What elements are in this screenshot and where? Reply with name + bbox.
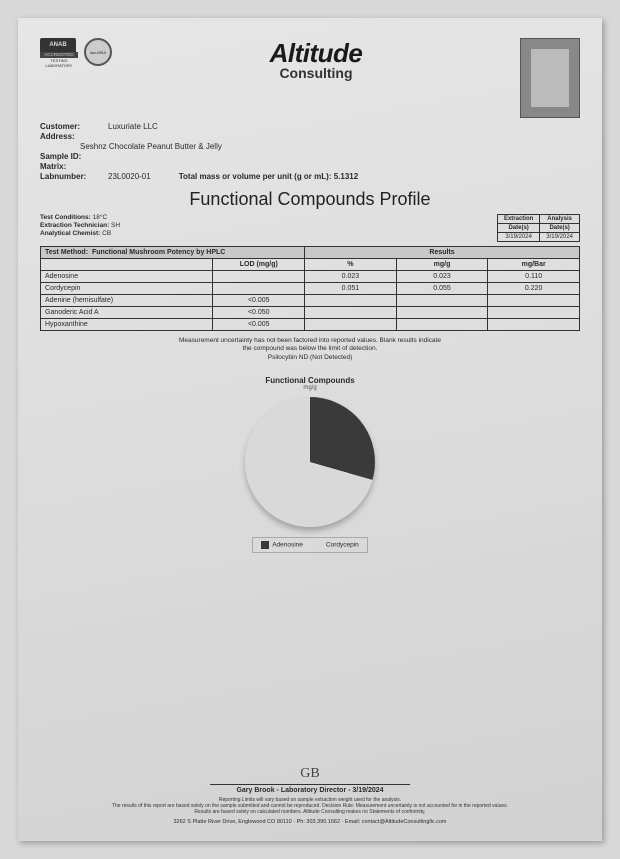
mgg-value [396, 319, 488, 331]
conditions-row: Test Conditions: 18°C Extraction Technic… [40, 214, 580, 242]
ana-date-hdr2: Date(s) [540, 224, 580, 233]
swatch-cordycepin [315, 541, 323, 549]
anab-flag-icon: ANAB [40, 38, 76, 52]
table-row: Adenine (hemisulfate)<0.005 [41, 295, 580, 307]
col-pct: % [305, 259, 397, 271]
measurement-notes: Measurement uncertainty has not been fac… [40, 337, 580, 362]
company-logo: Altitude Consulting [112, 38, 520, 81]
col-lod: LOD (mg/g) [213, 259, 305, 271]
pct-value [305, 319, 397, 331]
signature-icon: GB [40, 766, 580, 782]
col-mgbar: mg/Bar [488, 259, 580, 271]
pct-value: 0.051 [305, 283, 397, 295]
report-page: ANAB ACCREDITED TESTING LABORATORY ilac-… [18, 18, 602, 841]
ana-date-hdr1: Analysis [540, 215, 580, 224]
cond3-value: CB [102, 230, 111, 237]
ext-date-hdr2: Date(s) [497, 224, 539, 233]
cond3-label: Analytical Chemist: [40, 230, 100, 237]
test-conditions: Test Conditions: 18°C Extraction Technic… [40, 214, 120, 242]
lod-value [213, 283, 305, 295]
note-line3: Psilocybin ND (Not Detected) [40, 354, 580, 362]
note-line1: Measurement uncertainty has not been fac… [40, 337, 580, 345]
cond1-label: Test Conditions: [40, 214, 91, 221]
mgg-value [396, 307, 488, 319]
mgg-value [396, 295, 488, 307]
legend-item-cordycepin: Cordycepin [315, 541, 359, 549]
fine-print: Reporting Limits will vary based on samp… [40, 797, 580, 815]
pie-chart [245, 397, 375, 527]
mgbar-value: 0.220 [488, 283, 580, 295]
signature-line [210, 784, 410, 785]
mass-value: Total mass or volume per unit (g or mL):… [179, 172, 358, 181]
customer-value: Luxuriate LLC [108, 122, 158, 131]
mgg-value: 0.055 [396, 283, 488, 295]
ilac-logo-icon: ilac-MRA [84, 38, 112, 66]
col-mgg: mg/g [396, 259, 488, 271]
mgbar-value [488, 307, 580, 319]
accreditation-logos: ANAB ACCREDITED TESTING LABORATORY ilac-… [40, 38, 112, 68]
chart-unit: mg/g [40, 385, 580, 391]
sample-photo-thumbnail [520, 38, 580, 118]
ext-date-hdr1: Extraction [497, 215, 539, 224]
results-table: Test Method: Functional Mushroom Potency… [40, 246, 580, 331]
pct-value [305, 307, 397, 319]
header-row: ANAB ACCREDITED TESTING LABORATORY ilac-… [40, 38, 580, 118]
cond1-value: 18°C [93, 214, 108, 221]
cond2-value: SH [111, 222, 120, 229]
anab-subtext: TESTING LABORATORY [40, 58, 78, 68]
compound-name: Ganoderic Acid A [41, 307, 213, 319]
table-row: Adenosine0.0230.0230.110 [41, 271, 580, 283]
ext-date-value: 3/19/2024 [497, 233, 539, 242]
compound-name: Adenosine [41, 271, 213, 283]
mgg-value: 0.023 [396, 271, 488, 283]
compound-name: Cordycepin [41, 283, 213, 295]
legend-item-adenosine: Adenosine [261, 541, 303, 549]
labnumber-value: 23L0020-01 [108, 172, 151, 181]
fine-line3: Results are based solely on calculated n… [40, 809, 580, 815]
chart-legend: Adenosine Cordycepin [252, 537, 368, 553]
swatch-adenosine [261, 541, 269, 549]
lod-value [213, 271, 305, 283]
note-line2: the compound was below the limit of dete… [40, 345, 580, 353]
lod-value: <0.005 [213, 295, 305, 307]
sample-metadata: Customer: Luxuriate LLC Address: Seshnz C… [40, 122, 580, 181]
sampleid-label: Sample ID: [40, 152, 100, 161]
lod-value: <0.005 [213, 319, 305, 331]
method-cell: Test Method: Functional Mushroom Potency… [41, 247, 305, 259]
results-hdr: Results [305, 247, 580, 259]
table-row: Ganoderic Acid A<0.050 [41, 307, 580, 319]
mgbar-value [488, 295, 580, 307]
company-name-bottom: Consulting [112, 65, 520, 81]
mgbar-value [488, 319, 580, 331]
contact-line: 3262 S Platte River Drive, Englewood CO … [40, 819, 580, 825]
address-value: Seshnz Chocolate Peanut Butter & Jelly [80, 142, 222, 151]
cond2-label: Extraction Technician: [40, 222, 109, 229]
dates-table: ExtractionAnalysis Date(s)Date(s) 3/19/2… [497, 214, 580, 242]
compound-name: Hypoxanthine [41, 319, 213, 331]
pct-value [305, 295, 397, 307]
report-footer: GB Gary Brook - Laboratory Director - 3/… [40, 766, 580, 825]
anab-logo: ANAB ACCREDITED TESTING LABORATORY [40, 38, 78, 68]
address-label: Address: [40, 132, 100, 141]
mgbar-value: 0.110 [488, 271, 580, 283]
table-row: Hypoxanthine<0.005 [41, 319, 580, 331]
matrix-label: Matrix: [40, 162, 100, 171]
table-row: Cordycepin 0.0510.0550.220 [41, 283, 580, 295]
chart-title: Functional Compounds [40, 376, 580, 385]
lod-value: <0.050 [213, 307, 305, 319]
ana-date-value: 3/19/2024 [540, 233, 580, 242]
pie-chart-area: Functional Compounds mg/g Adenosine Cord… [40, 376, 580, 553]
pct-value: 0.023 [305, 271, 397, 283]
compound-name: Adenine (hemisulfate) [41, 295, 213, 307]
section-title: Functional Compounds Profile [40, 189, 580, 210]
customer-label: Customer: [40, 122, 100, 131]
labnumber-label: Labnumber: [40, 172, 100, 181]
signatory-name: Gary Brook - Laboratory Director - 3/19/… [40, 787, 580, 794]
